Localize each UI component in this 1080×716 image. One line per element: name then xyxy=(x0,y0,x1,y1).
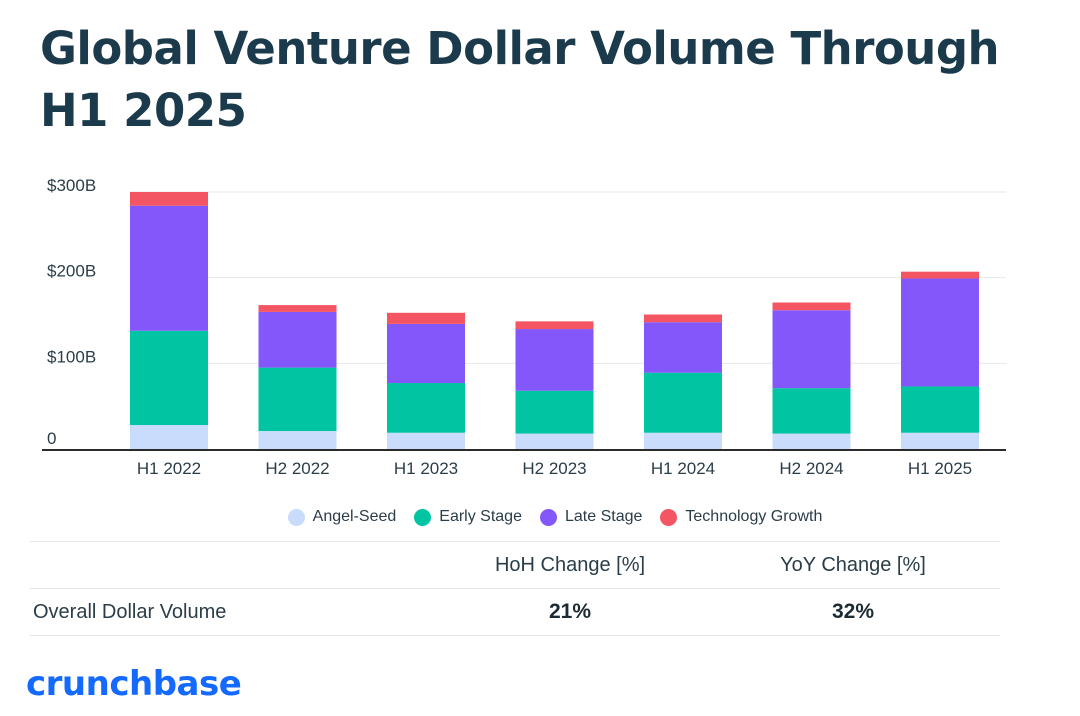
bar-angel-seed-h1-2025 xyxy=(901,432,979,449)
table-header-yoy: YoY Change [%] xyxy=(780,554,926,576)
bar-technology-growth-h2-2023 xyxy=(515,321,594,330)
x-tick-label: H2 2022 xyxy=(265,459,329,478)
legend-item-late-stage: Late Stage xyxy=(539,508,643,526)
bar-early-stage-h1-2024 xyxy=(644,372,722,433)
y-tick-label: $100B xyxy=(47,347,96,366)
bar-angel-seed-h1-2024 xyxy=(644,432,722,449)
bar-late-stage-h2-2022 xyxy=(258,311,337,368)
bar-angel-seed-h1-2023 xyxy=(387,432,465,449)
table-cell-hoh: 21% xyxy=(548,600,592,623)
bar-technology-growth-h1-2023 xyxy=(387,312,465,324)
table-cell-yoy: 32% xyxy=(831,600,875,623)
chart-title: Global Venture Dollar Volume Through H1 … xyxy=(40,22,1000,137)
bar-late-stage-h2-2023 xyxy=(515,329,594,391)
table-row: Overall Dollar Volume 21% 32% xyxy=(30,588,1000,636)
bar-early-stage-h1-2023 xyxy=(387,383,465,433)
x-tick-label: H1 2022 xyxy=(137,459,201,478)
bar-angel-seed-h2-2022 xyxy=(258,431,337,449)
bar-late-stage-h2-2024 xyxy=(772,310,851,389)
bar-late-stage-h1-2025 xyxy=(901,278,979,387)
chart-legend: Angel-Seed Early Stage Late Stage Techno… xyxy=(0,508,1080,526)
table-header-row: HoH Change [%] YoY Change [%] xyxy=(30,541,1000,588)
x-tick-label: H1 2023 xyxy=(394,459,458,478)
table-header-hoh: HoH Change [%] xyxy=(494,554,646,576)
legend-swatch-angel-seed xyxy=(287,508,305,526)
x-tick-label: H2 2023 xyxy=(522,459,586,478)
bar-technology-growth-h1-2022 xyxy=(130,192,208,206)
legend-item-technology-growth: Technology Growth xyxy=(660,508,822,526)
bar-technology-growth-h1-2024 xyxy=(644,314,722,323)
bar-angel-seed-h1-2022 xyxy=(130,425,208,449)
bar-technology-growth-h2-2022 xyxy=(258,305,337,312)
bar-late-stage-h1-2023 xyxy=(387,323,465,384)
legend-item-early-stage: Early Stage xyxy=(414,508,522,526)
legend-label-early-stage: Early Stage xyxy=(439,508,522,525)
bar-early-stage-h2-2023 xyxy=(515,390,594,434)
bar-angel-seed-h2-2024 xyxy=(772,433,851,449)
y-tick-label: 0 xyxy=(47,429,56,448)
bar-early-stage-h2-2022 xyxy=(258,367,337,432)
bar-angel-seed-h2-2023 xyxy=(515,433,594,449)
legend-swatch-early-stage xyxy=(414,508,432,526)
legend-swatch-late-stage xyxy=(539,508,557,526)
legend-label-technology-growth: Technology Growth xyxy=(685,508,823,525)
x-tick-label: H2 2024 xyxy=(779,459,843,478)
bar-technology-growth-h1-2025 xyxy=(901,271,979,279)
x-tick-label: H1 2025 xyxy=(908,459,972,478)
legend-item-angel-seed: Angel-Seed xyxy=(287,508,397,526)
bar-late-stage-h1-2024 xyxy=(644,322,722,373)
bar-early-stage-h1-2022 xyxy=(130,330,208,426)
x-tick-label: H1 2024 xyxy=(651,459,715,478)
stacked-bar-chart: 0 $100B $200B $300B H1 2022 H2 2022 H1 2023 H2 … xyxy=(42,176,1006,478)
bar-early-stage-h1-2025 xyxy=(901,386,979,433)
bar-early-stage-h2-2024 xyxy=(772,388,851,434)
y-tick-label: $200B xyxy=(47,262,96,281)
table-row-label: Overall Dollar Volume xyxy=(33,601,227,623)
y-tick-label: $300B xyxy=(47,176,96,195)
bar-technology-growth-h2-2024 xyxy=(772,302,851,311)
legend-label-late-stage: Late Stage xyxy=(564,508,643,525)
legend-label-angel-seed: Angel-Seed xyxy=(312,508,397,525)
legend-swatch-technology-growth xyxy=(660,508,678,526)
change-table: HoH Change [%] YoY Change [%] Overall Do… xyxy=(30,541,1000,636)
bar-late-stage-h1-2022 xyxy=(130,205,208,331)
crunchbase-logo: crunchbase xyxy=(26,664,242,704)
